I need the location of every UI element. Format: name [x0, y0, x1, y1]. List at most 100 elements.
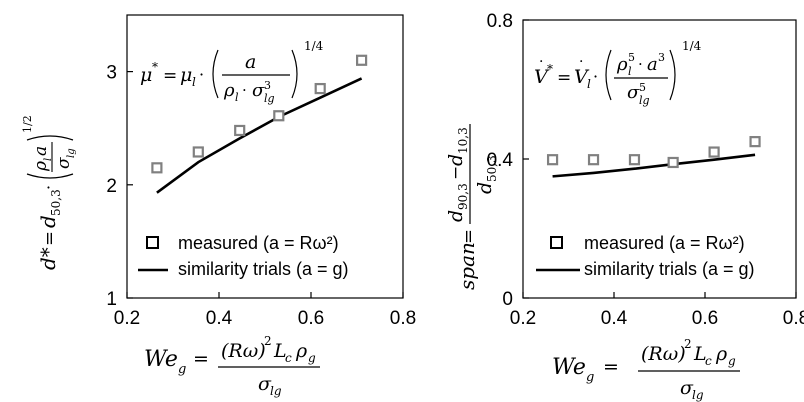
svg-text:l: l: [628, 65, 632, 78]
svg-text:=: =: [603, 356, 619, 378]
y-axis-label: span = d 90,3 − d 10,3 d 50,3: [445, 124, 499, 290]
legend-label-measured: measured (a = Rω²): [178, 233, 339, 253]
svg-text:*: *: [152, 60, 158, 74]
svg-text:d: d: [445, 154, 467, 166]
measured-point: [314, 82, 326, 95]
measured-point: [667, 156, 679, 169]
similarity-trials-line: [552, 153, 756, 178]
similarity-trials-line: [156, 77, 363, 194]
chart-left: 1 2 3 0.2 0.4 0.6 0.8 μ * = μ l · a ρ l · σ 3…: [21, 14, 416, 398]
svg-text:l: l: [587, 77, 591, 91]
legend: measured (a = Rω²) similarity trials (a …: [138, 233, 349, 279]
svg-text:span: span: [455, 242, 479, 290]
y-ticks: 1 2 3: [106, 63, 133, 310]
svg-text:μ: μ: [140, 64, 152, 86]
measured-point: [192, 146, 204, 158]
y-tick-label: 0: [502, 289, 513, 310]
svg-text:·: ·: [593, 67, 598, 86]
svg-text:(Rω): (Rω): [641, 343, 686, 365]
y-ticks: 0 0.4 0.8: [487, 11, 529, 310]
svg-text:·: ·: [579, 54, 583, 70]
svg-text:lg: lg: [639, 94, 650, 107]
svg-text:90,3: 90,3: [456, 183, 470, 210]
measured-point: [356, 54, 368, 66]
legend-label-measured: measured (a = Rω²): [584, 233, 745, 253]
measured-point: [708, 146, 720, 158]
svg-text:50,3: 50,3: [485, 155, 499, 182]
svg-text:σ: σ: [627, 82, 640, 103]
svg-text:a: a: [245, 51, 256, 73]
svg-text:l: l: [43, 158, 54, 161]
x-axis-label: We g = (Rω) 2 L c ρ g σ lg: [552, 337, 740, 402]
x-tick-label: 0.4: [601, 308, 628, 329]
svg-text:σ: σ: [258, 373, 272, 395]
y-tick-label: 0.4: [487, 150, 514, 171]
chart-right: 0 0.4 0.8 0.2 0.4 0.6 0.8 V · * = V · l · ρ 5…: [445, 11, 804, 402]
svg-text:·: ·: [242, 81, 247, 99]
svg-text:1/4: 1/4: [304, 39, 324, 53]
svg-text:·: ·: [638, 55, 643, 73]
x-tick-label: 0.4: [206, 308, 233, 329]
svg-text:2: 2: [264, 334, 272, 348]
svg-text:d: d: [474, 182, 496, 194]
svg-text:=: =: [193, 348, 209, 370]
svg-text:=: =: [557, 68, 571, 88]
svg-text:*: *: [547, 62, 553, 76]
svg-text:3: 3: [264, 79, 271, 92]
svg-text:5: 5: [639, 81, 646, 94]
svg-text:a: a: [647, 54, 658, 75]
svg-text:c: c: [705, 354, 712, 368]
svg-text:10,3: 10,3: [456, 127, 470, 154]
measured-point: [587, 154, 600, 166]
legend-marker-measured: [146, 236, 159, 249]
svg-text:1/2: 1/2: [21, 115, 34, 133]
y-tick-label: 0.8: [487, 11, 513, 32]
y-tick-label: 3: [106, 63, 117, 84]
svg-text:c: c: [285, 351, 292, 365]
svg-text:μ: μ: [180, 64, 192, 86]
svg-text:2: 2: [684, 337, 692, 351]
svg-text:ρ: ρ: [295, 340, 308, 362]
svg-text:−: −: [446, 166, 466, 180]
svg-text:L: L: [273, 340, 287, 362]
svg-text:lg: lg: [66, 148, 77, 158]
legend-label-similarity: similarity trials (a = g): [584, 259, 755, 279]
svg-text:g: g: [178, 362, 186, 377]
svg-text:We: We: [144, 347, 178, 372]
y-tick-label: 1: [106, 289, 117, 310]
svg-text:ρ: ρ: [31, 161, 51, 172]
svg-text:L: L: [693, 343, 707, 365]
series-points: [546, 136, 761, 169]
x-ticks: 0.2 0.4 0.6 0.8: [114, 292, 416, 329]
svg-text:g: g: [308, 351, 316, 365]
svg-text:d*: d*: [36, 247, 60, 270]
measured-point: [749, 136, 761, 148]
x-axis-label: We g = (Rω) 2 L c ρ g σ lg: [144, 334, 320, 398]
measured-point: [628, 154, 641, 166]
svg-text:·: ·: [199, 65, 204, 84]
measured-point: [273, 110, 285, 122]
x-tick-label: 0.6: [298, 308, 324, 329]
svg-text:·: ·: [539, 54, 543, 70]
svg-text:·: ·: [39, 185, 58, 190]
svg-text:d: d: [36, 215, 60, 228]
svg-text:(Rω): (Rω): [221, 340, 266, 362]
svg-text:=: =: [458, 229, 479, 244]
plot-frame: [126, 14, 404, 299]
legend-marker-measured: [550, 236, 563, 249]
svg-text:a: a: [31, 146, 51, 156]
y-tick-label: 2: [106, 176, 117, 197]
svg-text:ρ: ρ: [616, 54, 628, 75]
measured-point: [546, 154, 559, 166]
svg-text:g: g: [728, 354, 736, 368]
x-tick-label: 0.6: [692, 308, 718, 329]
svg-text:V: V: [574, 66, 590, 88]
svg-text:l: l: [192, 75, 196, 89]
legend: measured (a = Rω²) similarity trials (a …: [536, 233, 755, 279]
legend-label-similarity: similarity trials (a = g): [178, 259, 349, 279]
series-line: [552, 153, 756, 178]
svg-text:We: We: [552, 355, 586, 380]
x-tick-label: 0.8: [783, 308, 804, 329]
svg-text:5: 5: [628, 51, 635, 64]
